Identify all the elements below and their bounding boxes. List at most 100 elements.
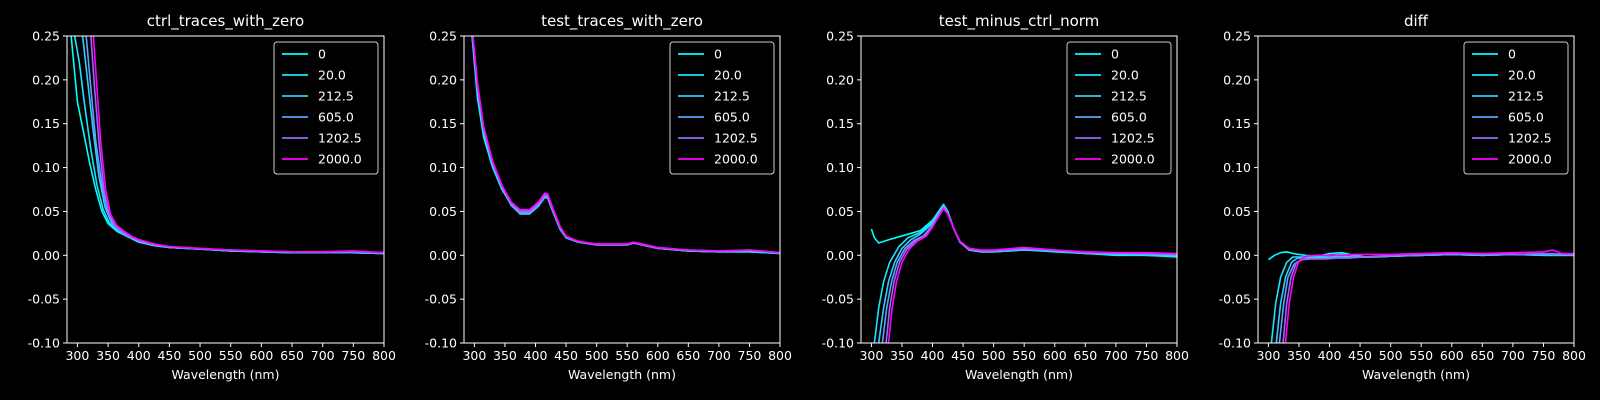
legend-entry: 212.5: [1111, 89, 1147, 104]
legend-entry: 0: [1111, 47, 1119, 62]
legend-entry: 20.0: [1508, 68, 1536, 83]
x-tick-label: 400: [127, 348, 151, 363]
y-tick-label: -0.05: [28, 292, 60, 307]
x-tick-label: 700: [1104, 348, 1128, 363]
x-tick-label: 550: [219, 348, 243, 363]
y-tick-label: -0.10: [822, 336, 854, 351]
y-tick-label: 0.20: [826, 72, 854, 87]
legend: 0 20.0 212.5 605.0 1202.5 2000.0: [273, 41, 379, 175]
x-tick-label: 800: [1165, 348, 1189, 363]
legend-entry: 605.0: [714, 110, 750, 125]
x-axis-label: Wavelength (nm): [172, 367, 280, 382]
y-tick-label: 0.15: [1223, 116, 1251, 131]
legend-entry: 605.0: [1111, 110, 1147, 125]
legend-entry: 20.0: [1111, 68, 1139, 83]
y-tick-label: -0.05: [1219, 292, 1251, 307]
chart-title: test_traces_with_zero: [541, 12, 703, 31]
legend: 0 20.0 212.5 605.0 1202.5 2000.0: [1463, 41, 1569, 175]
legend-entry: 2000.0: [318, 152, 362, 167]
legend-entry: 212.5: [714, 89, 750, 104]
x-tick-label: 700: [311, 348, 335, 363]
x-tick-label: 350: [493, 348, 517, 363]
x-tick-label: 500: [982, 348, 1006, 363]
x-tick-label: 500: [188, 348, 212, 363]
y-tick-label: 0.10: [32, 160, 60, 175]
y-tick-label: 0.25: [1223, 29, 1251, 44]
x-tick-label: 750: [1135, 348, 1159, 363]
x-tick-label: 550: [1012, 348, 1036, 363]
chart-panel-1: ctrl_traces_with_zero 300 350 400 450 500 550 6…: [28, 12, 396, 382]
series-group: [471, 36, 780, 255]
legend-entry: 2000.0: [1508, 152, 1552, 167]
y-tick-label: -0.05: [425, 292, 457, 307]
y-tick-label: 0.05: [826, 204, 854, 219]
y-tick-label: 0.10: [1223, 160, 1251, 175]
x-tick-label: 500: [1379, 348, 1403, 363]
x-tick-label: 300: [65, 348, 89, 363]
x-tick-label: 650: [1470, 348, 1494, 363]
x-tick-label: 500: [585, 348, 609, 363]
series-line-2000.0: [1284, 249, 1574, 343]
x-tick-label: 800: [372, 348, 396, 363]
axes-frame: [66, 35, 385, 344]
x-tick-label: 750: [341, 348, 365, 363]
axes-frame: [463, 35, 781, 344]
x-tick-label: 400: [524, 348, 548, 363]
legend-entry: 20.0: [318, 68, 346, 83]
legend-entry: 605.0: [1508, 110, 1544, 125]
x-axis-label: Wavelength (nm): [965, 367, 1073, 382]
y-tick-label: 0.00: [826, 248, 854, 263]
chart-title: diff: [1404, 12, 1429, 30]
x-axis-label: Wavelength (nm): [1362, 367, 1470, 382]
axes-frame: [1257, 35, 1575, 344]
y-tick-label: 0.15: [32, 116, 60, 131]
y-tick-label: 0.00: [429, 248, 457, 263]
y-tick-label: 0.20: [429, 72, 457, 87]
legend-entry: 212.5: [1508, 89, 1544, 104]
chart-title: test_minus_ctrl_norm: [939, 12, 1100, 31]
y-tick-label: 0.05: [429, 204, 457, 219]
y-tick-label: -0.10: [425, 336, 457, 351]
legend-entry: 1202.5: [1111, 131, 1155, 146]
x-tick-label: 700: [707, 348, 731, 363]
x-tick-label: 350: [96, 348, 120, 363]
y-tick-label: 0.15: [429, 116, 457, 131]
x-tick-label: 550: [615, 348, 639, 363]
legend-entry: 1202.5: [318, 131, 362, 146]
x-tick-label: 450: [1348, 348, 1372, 363]
legend-entry: 0: [714, 47, 722, 62]
legend-entry: 1202.5: [1508, 131, 1552, 146]
y-tick-label: 0.25: [826, 29, 854, 44]
axes-frame: [860, 35, 1178, 344]
legend-entry: 1202.5: [714, 131, 758, 146]
x-tick-label: 650: [280, 348, 304, 363]
x-tick-label: 400: [921, 348, 945, 363]
x-tick-label: 350: [890, 348, 914, 363]
x-tick-label: 400: [1318, 348, 1342, 363]
x-tick-label: 650: [1073, 348, 1097, 363]
legend-entry: 212.5: [318, 89, 354, 104]
y-tick-label: 0.15: [826, 116, 854, 131]
x-tick-label: 800: [768, 348, 792, 363]
x-tick-label: 550: [1409, 348, 1433, 363]
x-tick-label: 650: [676, 348, 700, 363]
y-tick-label: 0.20: [32, 72, 60, 87]
x-tick-label: 600: [249, 348, 273, 363]
x-tick-label: 600: [646, 348, 670, 363]
x-tick-label: 450: [157, 348, 181, 363]
chart-title: ctrl_traces_with_zero: [147, 12, 304, 31]
x-tick-label: 450: [554, 348, 578, 363]
series-line-2000.0: [887, 208, 1177, 343]
x-tick-label: 300: [1256, 348, 1280, 363]
y-tick-label: 0.10: [826, 160, 854, 175]
legend-entry: 2000.0: [1111, 152, 1155, 167]
legend-entry: 0: [1508, 47, 1516, 62]
x-tick-label: 600: [1043, 348, 1067, 363]
x-tick-label: 750: [738, 348, 762, 363]
series-group: [70, 36, 384, 255]
y-tick-label: 0.20: [1223, 72, 1251, 87]
x-tick-label: 300: [462, 348, 486, 363]
legend-entry: 605.0: [318, 110, 354, 125]
y-tick-label: 0.10: [429, 160, 457, 175]
